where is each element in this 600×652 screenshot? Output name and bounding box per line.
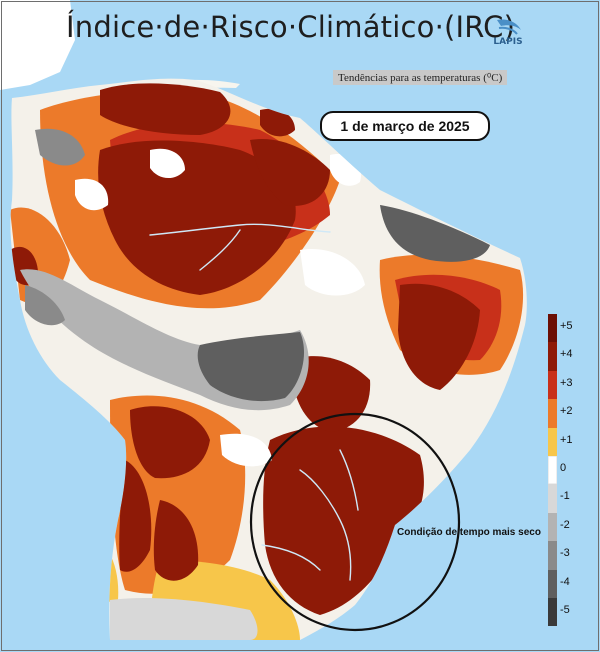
caribbean-land xyxy=(0,0,75,90)
darkred-guiana xyxy=(100,83,231,135)
lapis-logo: LAPIS xyxy=(489,16,527,50)
lapis-logo-icon xyxy=(497,19,521,35)
darkgrey-region-northeast xyxy=(380,205,490,262)
map-subtitle: Tendências para as temperaturas (⁰C) xyxy=(333,70,508,85)
darkgrey-region-bolivia xyxy=(197,332,305,402)
legend-row: +2 xyxy=(548,399,594,428)
legend-swatch xyxy=(548,484,557,513)
white-patch-north xyxy=(150,148,185,179)
legend-row: -4 xyxy=(548,569,594,598)
legend-label: -3 xyxy=(560,547,570,560)
white-patch-west xyxy=(75,178,109,211)
darkred-argentina xyxy=(153,500,199,581)
legend-label: +1 xyxy=(560,433,573,446)
legend-swatch xyxy=(548,512,557,542)
grey-region-northwest xyxy=(35,128,85,166)
legend-swatch xyxy=(548,597,557,627)
legend-row: -3 xyxy=(548,541,594,570)
legend-swatch xyxy=(548,455,557,485)
white-patch-central xyxy=(300,249,365,296)
legend-row: 0 xyxy=(548,455,594,485)
color-legend: +5 +4 +3 +2 +1 0 -1 -2 -3 -4 -5 xyxy=(548,314,594,627)
legend-label: -4 xyxy=(560,575,570,588)
darkred-southeast xyxy=(263,426,424,615)
darkred-northeast xyxy=(398,283,480,390)
legend-swatch xyxy=(548,541,557,570)
darkred-chile xyxy=(119,460,152,572)
legend-label: +2 xyxy=(560,405,573,418)
darkred-andes xyxy=(130,406,210,479)
darkred-spot-north xyxy=(260,108,295,137)
date-label: 1 de março de 2025 xyxy=(340,118,470,134)
legend-swatch xyxy=(548,399,557,428)
highlight-circle xyxy=(249,412,461,632)
legend-label: -5 xyxy=(560,603,570,616)
legend-row: +1 xyxy=(548,427,594,456)
date-label-box: 1 de março de 2025 xyxy=(320,111,490,141)
legend-row: +4 xyxy=(548,342,594,371)
lightgrey-region-south xyxy=(110,598,258,640)
legend-row: -5 xyxy=(548,597,594,627)
rivers xyxy=(149,223,359,581)
legend-label: 0 xyxy=(560,461,567,474)
legend-label: -2 xyxy=(560,518,570,531)
legend-label: +4 xyxy=(560,348,573,361)
grey-region-west xyxy=(25,285,65,326)
legend-swatch xyxy=(548,342,557,371)
legend-row: -2 xyxy=(548,512,594,542)
legend-swatch xyxy=(548,370,557,400)
legend-row: -1 xyxy=(548,484,594,513)
white-patch-paraguay xyxy=(220,433,272,467)
dry-condition-annotation: Condição de tempo mais seco xyxy=(397,527,541,538)
legend-label: +5 xyxy=(560,320,573,332)
lapis-logo-text: LAPIS xyxy=(493,37,523,47)
legend-label: -1 xyxy=(560,490,570,503)
legend-swatch xyxy=(548,569,557,598)
legend-swatch xyxy=(548,427,557,456)
map-title: Índice·de·Risco·Climático·(IRC) xyxy=(66,10,516,44)
legend-swatch xyxy=(548,314,557,343)
legend-label: +3 xyxy=(560,376,573,389)
darkred-amazon xyxy=(98,140,296,295)
legend-row: +5 xyxy=(548,314,594,343)
legend-row: +3 xyxy=(548,370,594,400)
darkred-north-center xyxy=(250,139,330,206)
